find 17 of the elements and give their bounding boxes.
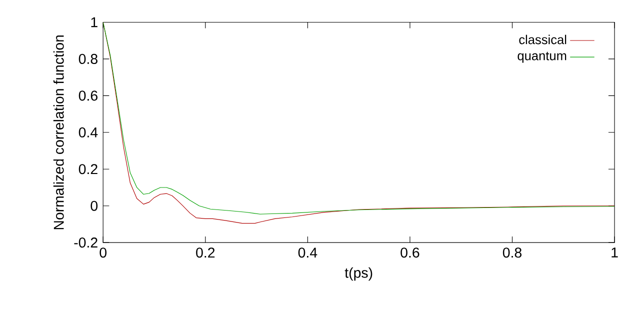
- x-tick-label: 0.2: [196, 247, 215, 258]
- x-tick-label: 0: [100, 247, 107, 258]
- y-tick-label: 0.8: [78, 54, 98, 64]
- legend-label: quantum: [518, 52, 566, 63]
- x-tick-label: 0.4: [298, 247, 318, 258]
- y-tick-label: -0.2: [74, 237, 98, 248]
- y-tick-label: 0: [90, 200, 98, 211]
- x-tick-label: 1: [612, 247, 618, 258]
- x-axis-title: t(ps): [344, 267, 372, 280]
- y-tick-label: 0.2: [78, 164, 98, 174]
- y-axis-title: Normalized correlation function: [53, 35, 64, 229]
- x-tick-label: 0.6: [400, 247, 420, 258]
- x-tick-label: 0.8: [502, 247, 522, 258]
- y-tick-label: 1: [91, 17, 98, 27]
- y-tick-label: 0.4: [78, 127, 98, 138]
- y-tick-label: 0.6: [78, 90, 98, 100]
- legend-label: classical: [519, 34, 566, 44]
